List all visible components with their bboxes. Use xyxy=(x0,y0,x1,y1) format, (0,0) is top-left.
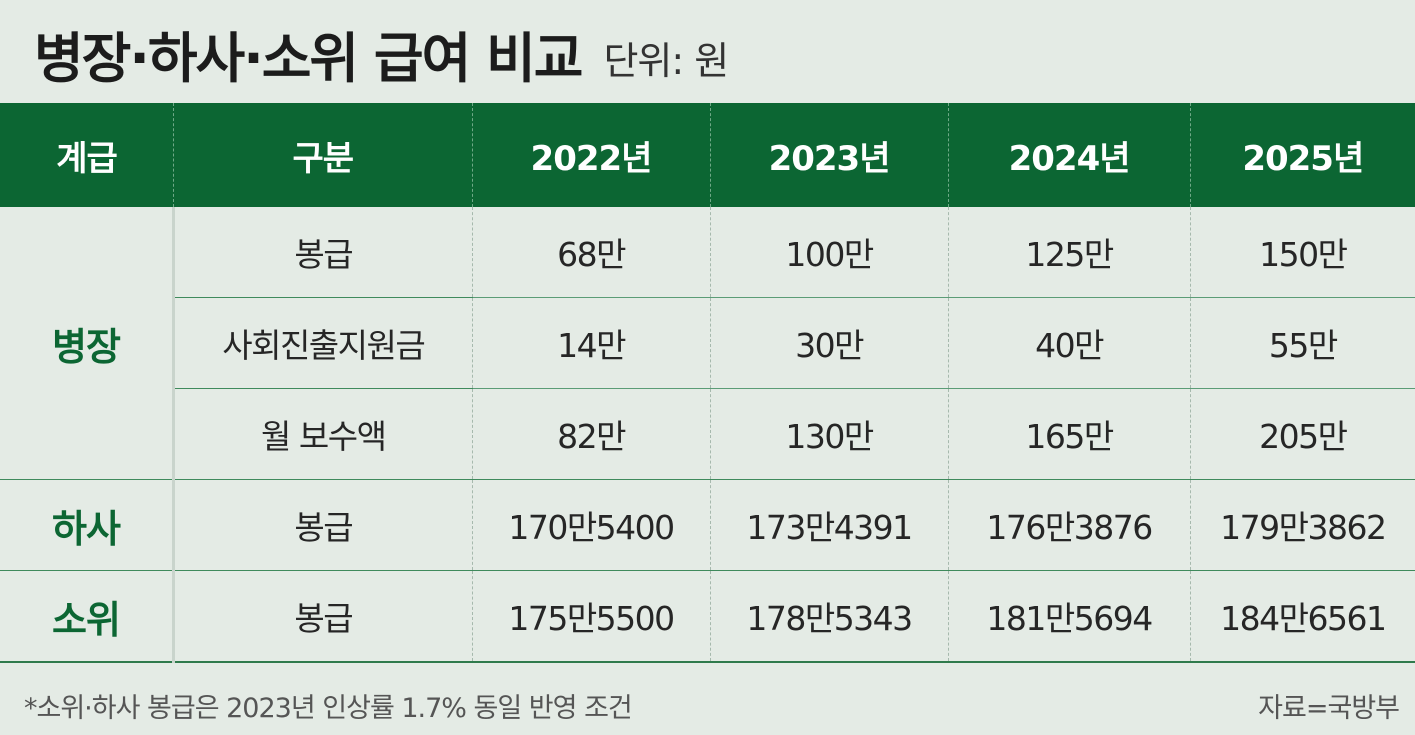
table-row: 소위 봉급 175만5500 178만5343 181만5694 184만656… xyxy=(0,570,1415,663)
value-cell: 40만 xyxy=(947,297,1191,389)
category-cell: 봉급 xyxy=(171,207,472,298)
value-cell: 181만5694 xyxy=(947,570,1191,663)
value-cell: 175만5500 xyxy=(471,570,711,663)
value-cell: 184만6561 xyxy=(1189,570,1415,663)
value-cell: 125만 xyxy=(947,207,1191,298)
value-cell: 30만 xyxy=(709,297,949,389)
table-row: 사회진출지원금 14만 30만 40만 55만 xyxy=(0,297,1415,389)
value-cell: 176만3876 xyxy=(947,479,1191,571)
header-year-2023: 2023년 xyxy=(709,103,949,207)
value-cell: 82만 xyxy=(471,388,711,480)
value-cell: 205만 xyxy=(1189,388,1415,480)
category-cell: 사회진출지원금 xyxy=(171,297,472,389)
value-cell: 55만 xyxy=(1189,297,1415,389)
header-category: 구분 xyxy=(172,103,472,207)
salary-table-container: 계급 구분 2022년 2023년 2024년 2025년 병장 봉급 68만 … xyxy=(0,103,1415,663)
value-cell: 170만5400 xyxy=(471,479,711,571)
table-row: 하사 봉급 170만5400 173만4391 176만3876 179만386… xyxy=(0,479,1415,571)
header-year-2024: 2024년 xyxy=(947,103,1191,207)
value-cell: 178만5343 xyxy=(709,570,949,663)
value-cell: 100만 xyxy=(709,207,949,298)
category-cell: 월 보수액 xyxy=(171,388,472,480)
header-grade: 계급 xyxy=(0,103,174,207)
header-row: 계급 구분 2022년 2023년 2024년 2025년 xyxy=(0,103,1415,207)
value-cell: 14만 xyxy=(471,297,711,389)
value-cell: 165만 xyxy=(947,388,1191,480)
grade-cell: 소위 xyxy=(0,570,174,663)
value-cell: 68만 xyxy=(471,207,711,298)
grade-cell: 하사 xyxy=(0,479,174,571)
table-row: 병장 봉급 68만 100만 125만 150만 xyxy=(0,207,1415,369)
category-cell: 봉급 xyxy=(171,570,472,663)
salary-table: 계급 구분 2022년 2023년 2024년 2025년 병장 봉급 68만 … xyxy=(0,103,1415,663)
category-cell: 봉급 xyxy=(171,479,472,571)
source-credit: 자료=국방부 xyxy=(1258,693,1400,724)
header-year-2025: 2025년 xyxy=(1189,103,1415,207)
unit-label: 단위: 원 xyxy=(603,38,729,83)
value-cell: 179만3862 xyxy=(1189,479,1415,571)
table-row: 월 보수액 82만 130만 165만 205만 xyxy=(0,388,1415,480)
value-cell: 173만4391 xyxy=(709,479,949,571)
footnote: *소위·하사 봉급은 2023년 인상률 1.7% 동일 반영 조건 xyxy=(24,693,633,724)
header-year-2022: 2022년 xyxy=(471,103,711,207)
value-cell: 130만 xyxy=(709,388,949,480)
title-row: 병장·하사·소위 급여 비교 단위: 원 xyxy=(34,8,729,98)
value-cell: 150만 xyxy=(1189,207,1415,298)
grade-cell: 병장 xyxy=(52,324,121,369)
page-title: 병장·하사·소위 급여 비교 xyxy=(34,26,583,90)
